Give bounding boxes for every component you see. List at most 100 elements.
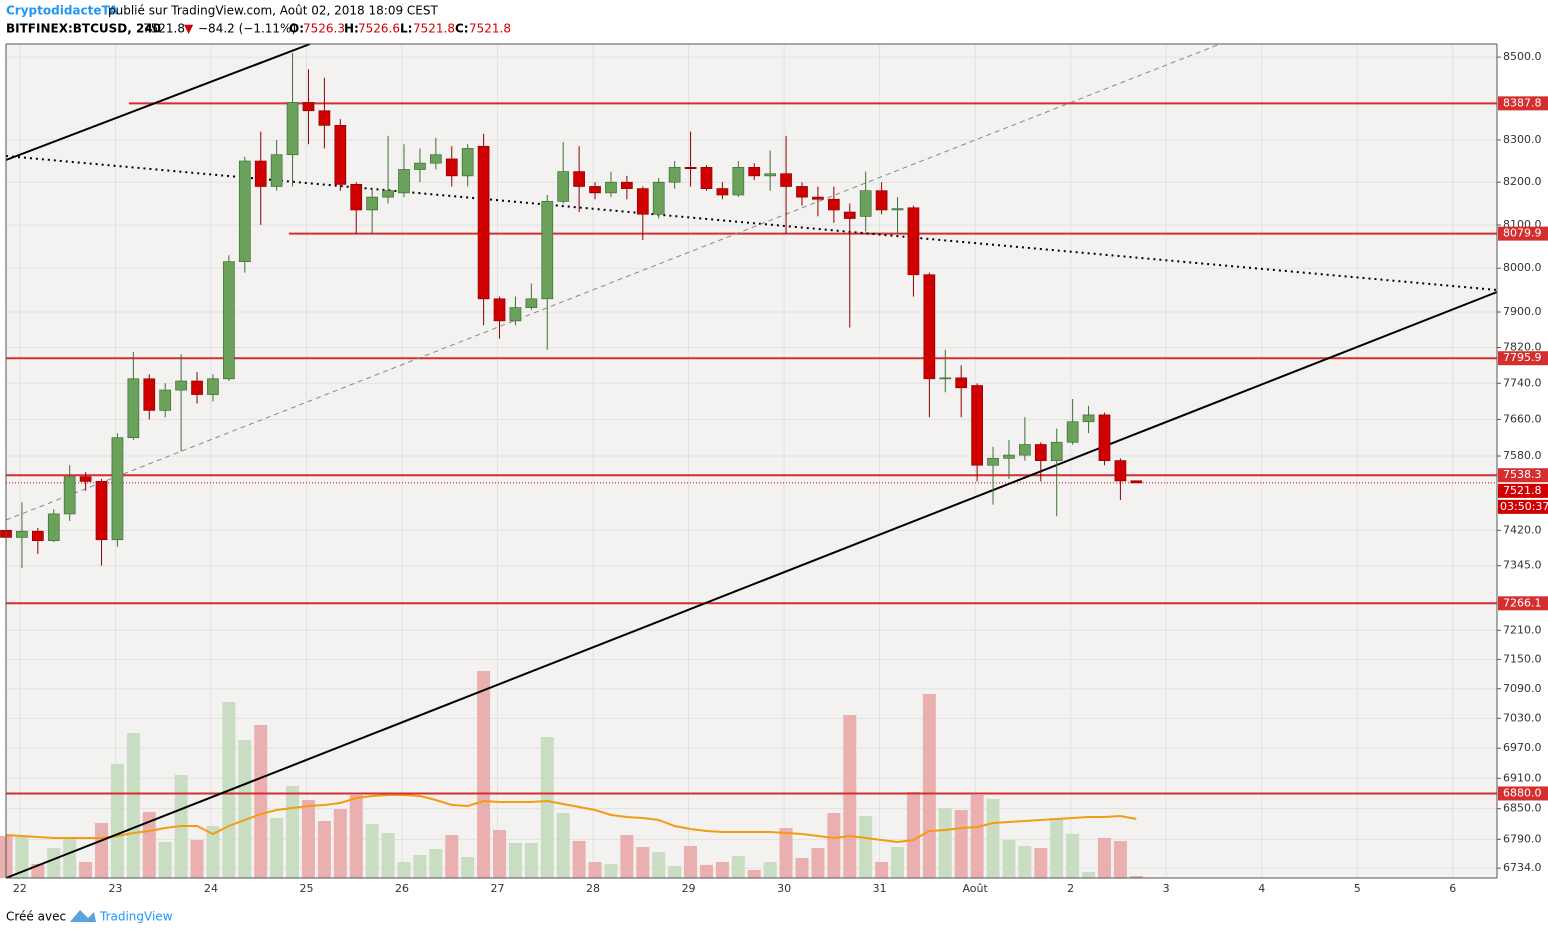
- candle-body: [477, 145, 490, 300]
- volume-bar: [365, 824, 379, 878]
- volume-bar: [63, 838, 77, 878]
- level-tag: [1498, 596, 1548, 611]
- volume-bar: [668, 866, 682, 878]
- volume-bar: [954, 810, 968, 878]
- volume-bar: [827, 813, 841, 878]
- volume-bar: [158, 842, 172, 878]
- candle-body: [1130, 480, 1143, 484]
- last-price-label: 7521.8: [1503, 484, 1542, 497]
- level-tag: [1498, 226, 1548, 241]
- volume-bar: [95, 823, 109, 878]
- y-tick-label: 7580.0: [1503, 449, 1542, 462]
- candle-body: [525, 298, 538, 308]
- volume-bar: [286, 786, 300, 878]
- y-tick-label: 6970.0: [1503, 741, 1542, 754]
- volume-bar: [190, 840, 204, 878]
- x-tick-label: 5: [1354, 882, 1361, 895]
- candle-body: [350, 183, 363, 211]
- volume-bar: [254, 725, 268, 878]
- volume-bar: [684, 846, 698, 878]
- level-tag-label: 6880.0: [1503, 786, 1542, 799]
- candle-body: [605, 181, 617, 194]
- candle-body: [573, 171, 585, 187]
- made-with: Créé avec: [6, 910, 66, 924]
- candle-body: [191, 380, 203, 395]
- volume-bar: [1050, 818, 1064, 878]
- last: 7521.8: [143, 22, 185, 36]
- volume-bar: [572, 841, 586, 878]
- candle-body: [175, 380, 187, 391]
- volume-bar: [381, 833, 395, 878]
- candle-body: [461, 148, 474, 177]
- volume-bar: [875, 862, 889, 878]
- volume-bar: [1097, 838, 1111, 878]
- o-label: O:: [289, 22, 304, 36]
- candle-body: [859, 190, 872, 217]
- candle-body: [79, 476, 92, 482]
- volume-bar: [47, 848, 61, 878]
- volume-bar: [142, 812, 156, 878]
- x-tick-label: Août: [962, 882, 988, 895]
- candle-body: [652, 181, 665, 215]
- volume-bar: [79, 862, 93, 878]
- volume-bar: [461, 857, 475, 878]
- x-tick-label: 27: [491, 882, 505, 895]
- level-tag-label: 8387.8: [1503, 96, 1542, 109]
- volume-bar: [763, 862, 777, 878]
- volume-bar: [986, 799, 1000, 878]
- level-tag: [1498, 468, 1548, 483]
- candle-body: [16, 530, 28, 538]
- candle-body: [1098, 414, 1111, 461]
- volume-bar: [779, 828, 793, 878]
- level-tag-label: 8079.9: [1503, 227, 1542, 240]
- volume-bar: [859, 816, 873, 878]
- candle-body: [318, 110, 331, 126]
- y-tick-label: 7420.0: [1503, 523, 1542, 536]
- candle-body: [429, 154, 442, 164]
- volume-bar: [604, 864, 618, 878]
- y-tick-label: 8200.0: [1503, 175, 1542, 188]
- candle-body: [907, 207, 920, 276]
- volume-bar: [540, 737, 554, 878]
- candle-body: [780, 173, 792, 187]
- volume-ma: [5, 794, 1137, 844]
- candle-body: [286, 102, 299, 156]
- trend-line: [5, 43, 1221, 521]
- candle-body: [238, 160, 251, 263]
- volume-bar: [731, 856, 745, 878]
- volume-bar: [126, 733, 140, 878]
- y-tick-label: 6910.0: [1503, 771, 1542, 784]
- volume-bar: [1082, 872, 1096, 878]
- volume-bar: [906, 792, 920, 878]
- volume-bar: [1113, 841, 1127, 878]
- volume-bar: [317, 821, 331, 878]
- x-tick-label: 3: [1163, 882, 1170, 895]
- level-tag: [1498, 786, 1548, 801]
- candle-body: [987, 457, 999, 466]
- volume-bar: [1066, 834, 1080, 878]
- brand[interactable]: TradingView: [99, 910, 173, 924]
- volume-bar: [413, 855, 427, 878]
- level-tag-label: 7795.9: [1503, 351, 1542, 364]
- level-tag: [1498, 351, 1548, 366]
- candle-body: [684, 167, 697, 170]
- volume-bar: [1018, 846, 1032, 878]
- x-tick-label: 26: [395, 882, 409, 895]
- y-tick-label: 7210.0: [1503, 623, 1542, 636]
- x-tick-label: 28: [586, 882, 600, 895]
- candle-body: [398, 169, 410, 194]
- volume-pane: [0, 671, 1143, 878]
- y-tick-label: 7900.0: [1503, 305, 1542, 318]
- volume-bar: [349, 795, 363, 878]
- y-tick-label: 7090.0: [1503, 682, 1542, 695]
- candle-body: [143, 378, 156, 411]
- candle-body: [764, 173, 777, 177]
- countdown: 03:50:37: [1500, 500, 1548, 513]
- candle-body: [748, 167, 761, 177]
- volume-bar: [1129, 876, 1143, 878]
- l: 7521.8: [413, 22, 455, 36]
- x-tick-label: 31: [873, 882, 887, 895]
- volume-bar: [493, 830, 507, 878]
- x-tick-label: 2: [1067, 882, 1074, 895]
- axes: 8500.08300.08200.08100.08000.07900.07820…: [13, 50, 1548, 895]
